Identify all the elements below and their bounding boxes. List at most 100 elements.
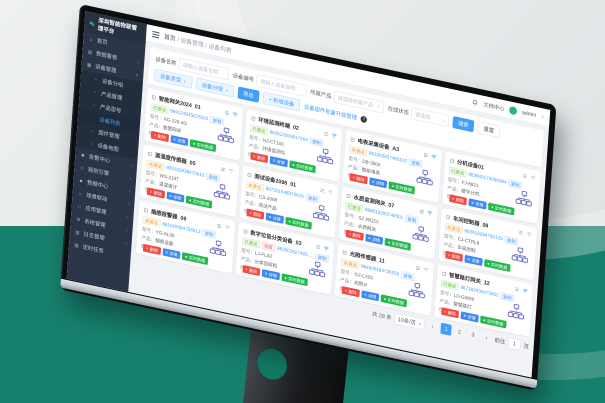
realtime-data-button[interactable]: ● 实时数据 xyxy=(484,259,511,272)
realtime-data-button[interactable]: ● 实时数据 xyxy=(388,181,416,195)
card-menu-icon[interactable] xyxy=(419,208,425,215)
delete-label: 删除 xyxy=(348,288,357,296)
device-card[interactable]: 环境监测终端_02 已激活 860512093817264 复制 型号：HJ-C… xyxy=(243,108,343,182)
device-card[interactable]: 数字垃圾分类设备_03 已激活 告警 869301827465019 复制 型号… xyxy=(235,221,335,295)
device-card[interactable]: 智能网关2024_01 已激活 869123045678101 复制 型号：XG… xyxy=(143,87,243,161)
prev-page-button[interactable]: ‹ xyxy=(426,319,439,333)
network-topology-icon xyxy=(515,190,532,207)
goto-page-input[interactable]: 1 xyxy=(507,337,521,351)
card-menu-icon[interactable] xyxy=(319,187,325,194)
delete-icon: × xyxy=(443,309,447,315)
add-device-button[interactable]: + 新增设备 xyxy=(262,91,301,112)
realtime-icon: ● xyxy=(483,317,486,323)
network-topology-icon xyxy=(316,148,334,165)
realtime-data-button[interactable]: ● 实时数据 xyxy=(181,252,209,266)
card-menu-icon[interactable] xyxy=(423,152,429,159)
page-size-value: 10条/页 xyxy=(397,316,416,327)
card-menu-icon[interactable] xyxy=(216,222,222,229)
device-card[interactable]: 水质监测网关_07 已激活 868019283746501 复制 型号：SZ-W… xyxy=(338,186,438,260)
device-card[interactable]: 温湿度传感器_05 未激活 865102938475610 复制 型号：WS-2… xyxy=(139,144,239,218)
bell-icon[interactable] xyxy=(472,98,479,106)
delete-icon: × xyxy=(245,267,248,272)
user-avatar[interactable] xyxy=(509,105,518,116)
card-menu-icon[interactable] xyxy=(220,166,226,173)
username[interactable]: admin xyxy=(521,109,537,119)
doc-link[interactable]: 文档中心 xyxy=(483,101,505,113)
reset-button[interactable]: 重置 xyxy=(477,121,501,138)
device-chip-icon xyxy=(144,208,148,213)
device-card[interactable]: 分机设备01 已激活 862840173950284 复制 型号：FJ-8821… xyxy=(441,151,542,224)
card-header: 分机设备01 xyxy=(449,156,536,182)
delete-icon: × xyxy=(145,245,149,251)
page-number-button[interactable]: 2 xyxy=(453,325,466,339)
detail-icon: ≡ xyxy=(463,313,467,319)
network-topology-icon xyxy=(209,240,226,257)
device-card[interactable]: 电表采集设备_A3 未激活 861092837465102 复制 型号：DB-3… xyxy=(342,129,442,203)
network-topology-icon xyxy=(213,183,230,200)
device-card[interactable]: 光照传感器_11 未激活 864029184736250 复制 型号：GZ-LX… xyxy=(334,242,434,316)
detail-label: 详情 xyxy=(272,215,281,222)
menu-glyph-icon: ◆ xyxy=(81,151,85,158)
realtime-label: 实时数据 xyxy=(494,205,512,214)
detail-icon: ≡ xyxy=(372,179,375,185)
breadcrumb-root[interactable]: 首页 xyxy=(163,33,176,43)
realtime-data-button[interactable]: ● 实时数据 xyxy=(384,237,412,251)
wifi-icon xyxy=(423,267,429,272)
chevron-down-icon: ∨ xyxy=(225,87,229,93)
device-card[interactable]: 测试设备2098_01 未激活 867201948372615 复制 型号：CS… xyxy=(239,165,339,239)
page-size-select[interactable]: 10条/页 ∨ xyxy=(394,312,425,331)
main-area: 首页 / 设备管理 / 设备列表 文档中心 admin ∨ xyxy=(128,24,551,377)
menu-glyph-icon: ⚙ xyxy=(76,216,81,223)
network-topology-icon xyxy=(412,226,429,242)
card-corner-icons xyxy=(220,166,234,175)
card-menu-icon[interactable] xyxy=(518,229,524,236)
device-card[interactable]: 智慧路灯网关_12 已激活 867182930475662 复制 型号：LD-G… xyxy=(433,264,534,337)
menu-glyph-icon: ▫ xyxy=(93,102,96,108)
page-number-button[interactable]: 1 xyxy=(440,322,452,336)
realtime-data-button[interactable]: ● 实时数据 xyxy=(285,216,312,230)
delete-icon: × xyxy=(149,189,153,195)
realtime-data-button[interactable]: ● 实时数据 xyxy=(289,160,316,174)
realtime-data-button[interactable]: ● 实时数据 xyxy=(281,273,308,287)
card-menu-icon[interactable] xyxy=(224,109,230,116)
detail-label: 详情 xyxy=(371,236,381,244)
card-menu-icon[interactable] xyxy=(514,286,520,293)
realtime-data-button[interactable]: ● 实时数据 xyxy=(185,195,213,209)
realtime-label: 实时数据 xyxy=(192,198,210,207)
detail-icon: ≡ xyxy=(264,271,268,277)
delete-icon: × xyxy=(249,210,252,216)
screen: 深圳智能物联管理平台 ⌂ 首页 ▤ 数据看板 › ▦ 设备管理 ∨ ▫ 设备分组… xyxy=(66,11,551,378)
page-number-button[interactable]: 3 xyxy=(467,328,479,342)
card-menu-icon[interactable] xyxy=(415,265,421,272)
realtime-data-button[interactable]: ● 实时数据 xyxy=(480,315,507,329)
device-chip-icon xyxy=(446,214,450,220)
card-menu-icon[interactable] xyxy=(323,130,329,137)
help-icon[interactable]: ? xyxy=(360,115,368,124)
user-caret-icon[interactable]: ∨ xyxy=(540,114,545,120)
delete-label: 删除 xyxy=(352,232,361,239)
device-card[interactable]: 烟感报警器_09 未激活 861029384756013 复制 型号：YG-AL… xyxy=(135,200,236,274)
app-logo[interactable]: 深圳智能物联管理平台 xyxy=(83,11,147,45)
wifi-icon xyxy=(323,246,329,251)
realtime-data-button[interactable]: ● 实时数据 xyxy=(380,294,408,308)
collapse-menu-icon[interactable] xyxy=(151,30,160,39)
network-topology-icon xyxy=(217,127,234,144)
card-corner-icons xyxy=(415,264,429,273)
card-header: 温湿度传感器_05 xyxy=(147,149,234,175)
device-chip-icon xyxy=(251,116,256,121)
card-menu-icon[interactable] xyxy=(315,243,321,250)
realtime-data-button[interactable]: ● 实时数据 xyxy=(189,139,217,153)
realtime-data-button[interactable]: ● 实时数据 xyxy=(488,202,515,216)
export-button[interactable]: 导出 xyxy=(237,86,260,103)
card-header: 环境监测终端_02 xyxy=(250,114,337,140)
device-chip-icon xyxy=(346,193,351,198)
field-label: 所属产品 xyxy=(310,89,332,100)
placeholder-text: 请输入设备编号 xyxy=(259,78,296,92)
next-page-button[interactable]: › xyxy=(480,331,493,345)
device-card[interactable]: 车间控制器_08 未激活 863910284756120 复制 型号：CJ-CT… xyxy=(437,207,538,281)
device-chip-icon xyxy=(148,151,152,156)
detail-icon: ≡ xyxy=(364,292,367,298)
card-menu-icon[interactable] xyxy=(522,173,528,180)
search-button[interactable]: 搜索 xyxy=(452,116,475,133)
chevron-down-icon: ∨ xyxy=(418,321,422,327)
